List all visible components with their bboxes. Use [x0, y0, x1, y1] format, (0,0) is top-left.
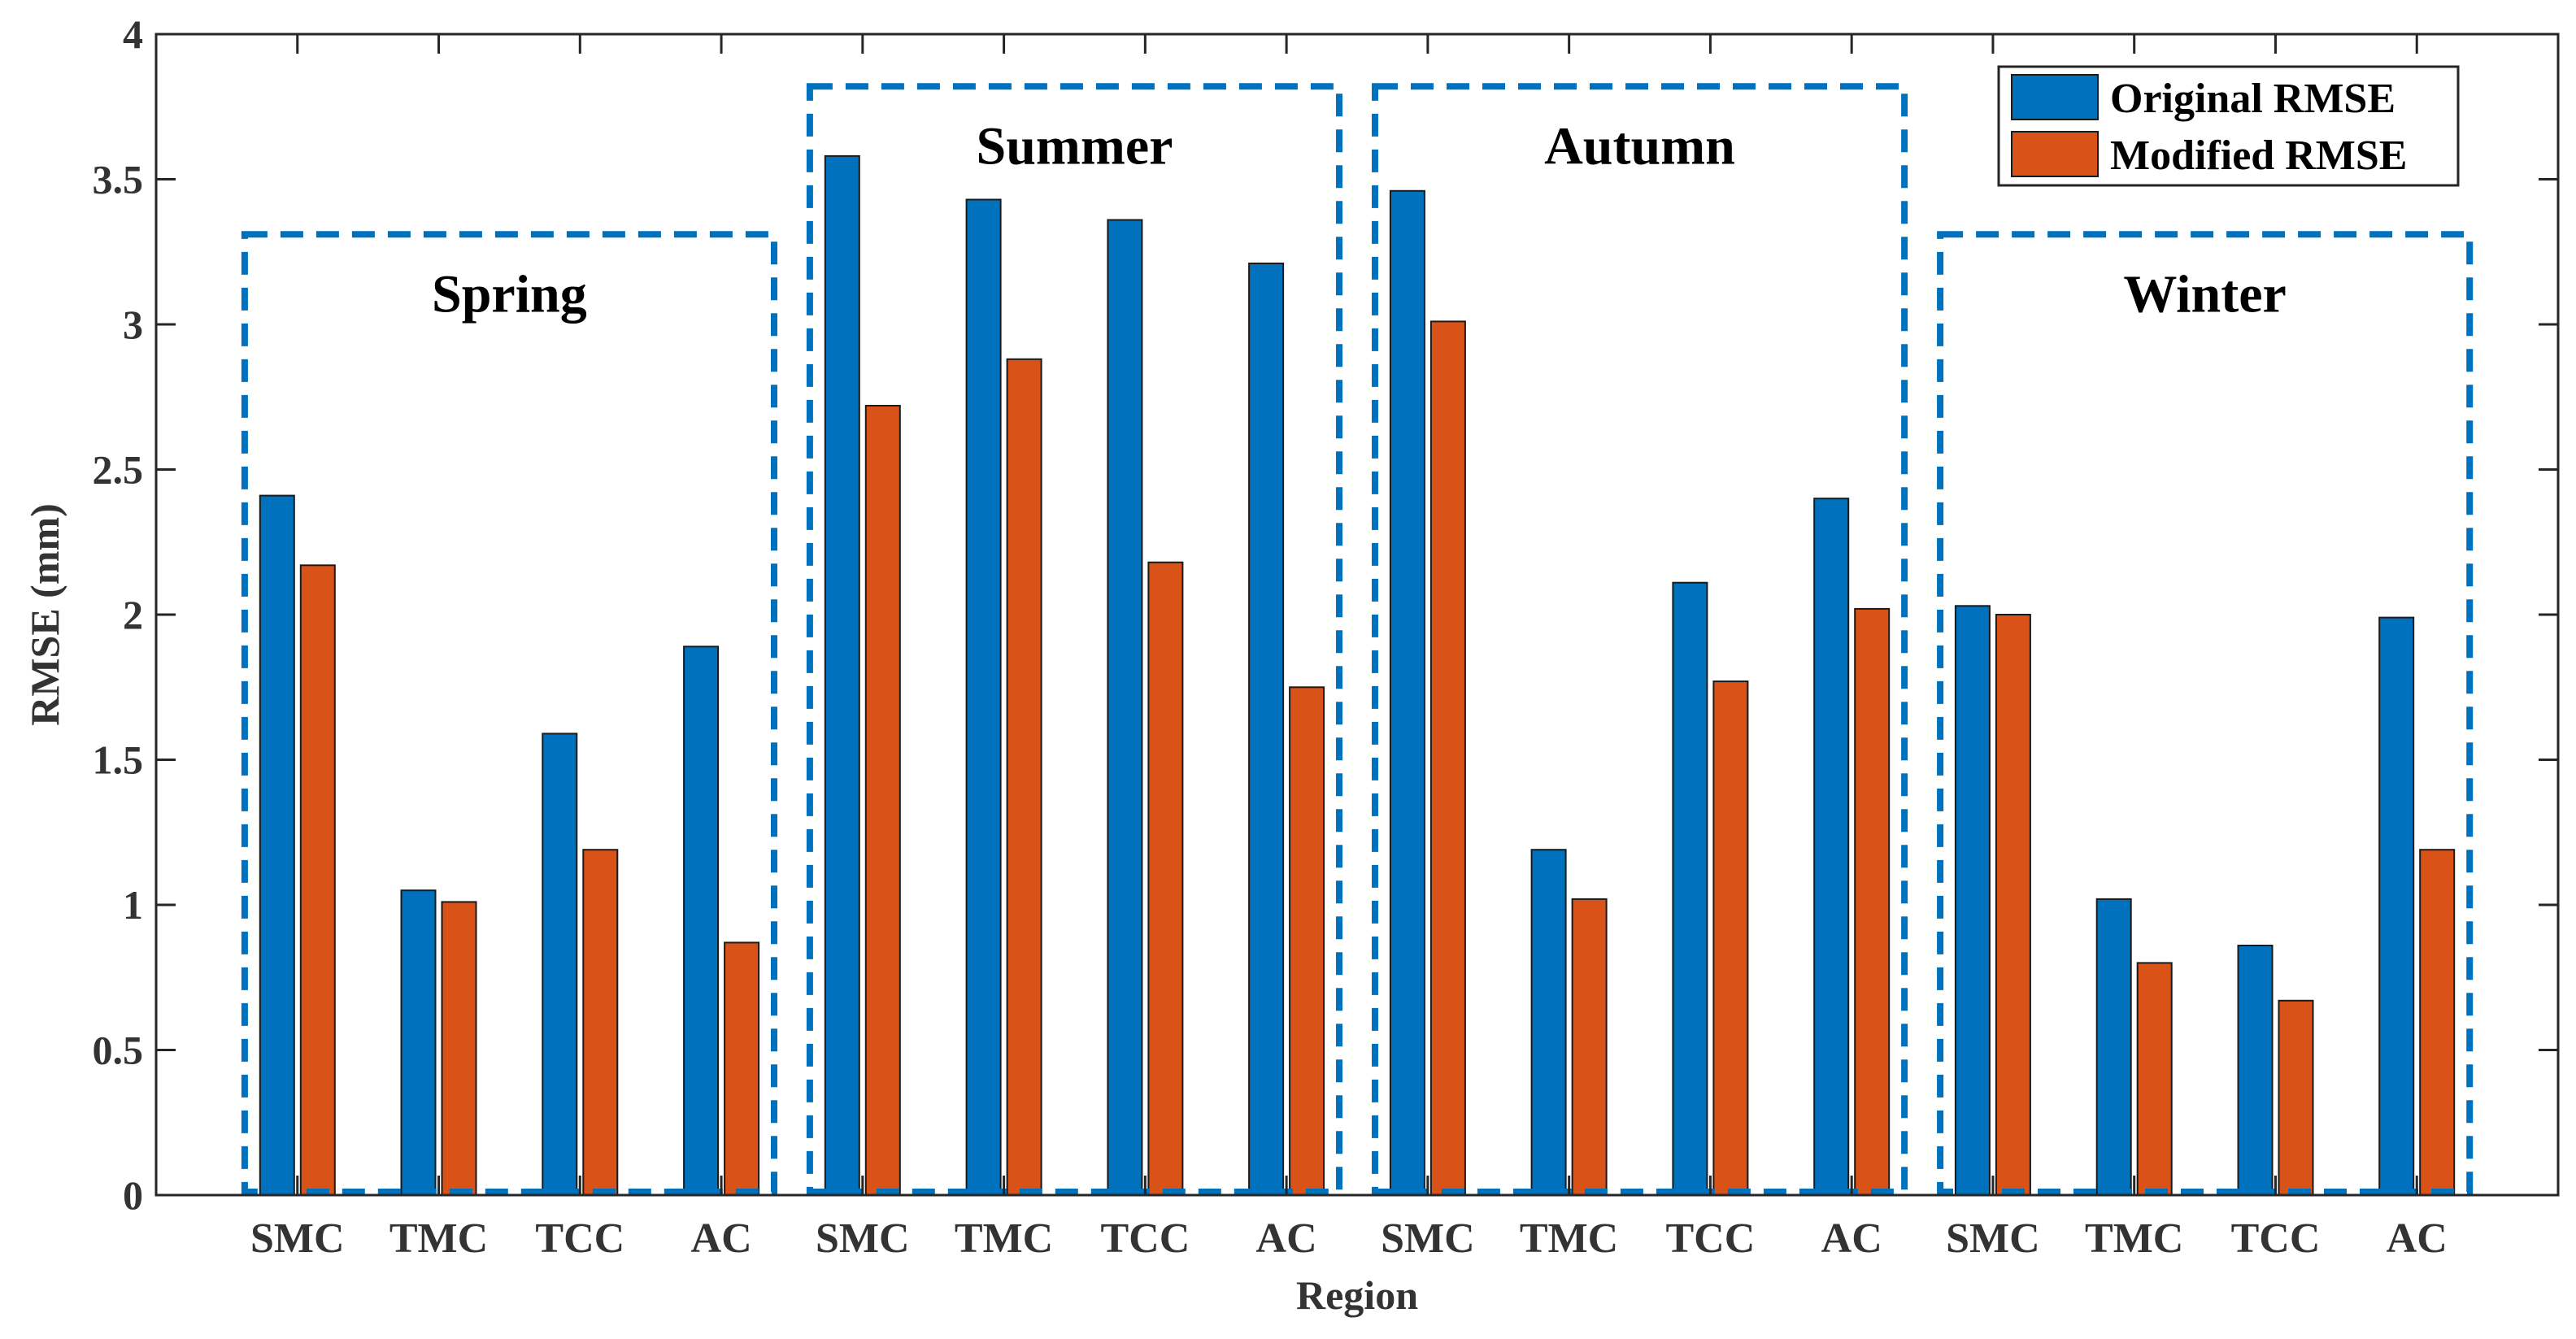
bar-original-tcc-7 — [1107, 219, 1143, 1196]
season-label-autumn: Autumn — [1544, 116, 1735, 176]
y-tick-label: 0.5 — [93, 1028, 144, 1073]
bar-modified-tmc-6 — [1006, 358, 1042, 1196]
legend-swatch-modified — [2011, 131, 2099, 177]
y-tick-label: 1.5 — [93, 737, 144, 783]
legend-label-modified: Modified RMSE — [2110, 133, 2407, 179]
bar-original-ac-12 — [1813, 498, 1850, 1196]
season-label-summer: Summer — [977, 116, 1173, 176]
x-tick-label-ac: AC — [1256, 1215, 1317, 1262]
season-box-autumn — [1372, 83, 1908, 1195]
x-tick-label-smc: SMC — [1381, 1215, 1475, 1262]
bar-original-tmc-10 — [1530, 849, 1567, 1196]
bar-modified-tcc-3 — [582, 849, 619, 1196]
bar-modified-smc-9 — [1429, 320, 1466, 1196]
x-tick-label-tmc: TMC — [389, 1215, 488, 1262]
bar-original-smc-5 — [824, 154, 860, 1196]
x-tick-label-tmc: TMC — [955, 1215, 1053, 1262]
bar-modified-ac-8 — [1289, 686, 1325, 1197]
season-box-winter — [1937, 231, 2474, 1195]
y-tick-label: 2 — [123, 592, 143, 637]
x-tick-label-smc: SMC — [816, 1215, 910, 1262]
bar-modified-tmc-14 — [2136, 962, 2173, 1197]
x-tick-label-tcc: TCC — [1101, 1215, 1190, 1262]
bar-original-ac-4 — [683, 646, 720, 1196]
legend-label-original: Original RMSE — [2110, 76, 2395, 122]
bar-modified-smc-1 — [299, 564, 336, 1196]
x-tick-label-tcc: TCC — [1666, 1215, 1756, 1262]
plot-area — [156, 34, 2558, 1195]
bar-modified-tmc-10 — [1571, 898, 1608, 1197]
bar-modified-ac-16 — [2419, 849, 2456, 1196]
x-tick-label-ac: AC — [691, 1215, 752, 1262]
y-tick-label: 3 — [123, 302, 143, 347]
bar-modified-ac-12 — [1854, 607, 1891, 1196]
bar-original-tmc-2 — [400, 889, 437, 1196]
bar-original-ac-16 — [2378, 616, 2415, 1196]
bar-original-tcc-3 — [542, 733, 578, 1196]
bar-modified-tcc-15 — [2278, 999, 2314, 1197]
x-tick-label-tmc: TMC — [1520, 1215, 1618, 1262]
y-axis-title: RMSE (mm) — [22, 503, 67, 726]
x-tick-label-tcc: TCC — [2231, 1215, 2321, 1262]
season-boxes-layer: Spring Summer Autumn Winter — [241, 83, 2474, 1195]
bar-modified-smc-13 — [1995, 614, 2031, 1196]
bar-modified-tcc-11 — [1712, 680, 1749, 1196]
y-tick-label: 3.5 — [93, 157, 144, 202]
y-tick-label: 2.5 — [93, 447, 144, 493]
season-box-summer — [806, 83, 1342, 1195]
y-tick-label: 0 — [123, 1172, 143, 1218]
bar-modified-tmc-2 — [441, 901, 477, 1197]
bar-modified-ac-4 — [724, 941, 760, 1197]
legend: Original RMSE Modified RMSE — [1997, 65, 2460, 187]
bar-original-ac-8 — [1248, 263, 1285, 1196]
legend-swatch-original — [2011, 74, 2099, 120]
x-tick-label-smc: SMC — [1946, 1215, 2040, 1262]
bar-original-tcc-11 — [1672, 581, 1708, 1196]
bar-original-tmc-6 — [965, 198, 1002, 1196]
season-label-winter: Winter — [2123, 264, 2286, 324]
bar-original-smc-13 — [1954, 605, 1991, 1196]
x-axis-title: Region — [1296, 1272, 1418, 1318]
season-box-spring — [241, 231, 777, 1195]
bar-modified-tcc-7 — [1147, 561, 1184, 1196]
x-tick-label-tmc: TMC — [2085, 1215, 2183, 1262]
x-tick-label-ac: AC — [2387, 1215, 2448, 1262]
bar-modified-smc-5 — [864, 405, 901, 1196]
y-tick-label: 1 — [123, 882, 143, 928]
bar-original-smc-9 — [1389, 189, 1425, 1196]
y-tick-label: 4 — [123, 11, 143, 57]
season-label-spring: Spring — [432, 264, 587, 324]
bar-original-tcc-15 — [2237, 945, 2274, 1196]
axes-layer: 0 0.5 1 1.5 2 2.5 3 3.5 4 SMC TMC TCC AC SMC TMC TCC AC S… — [93, 11, 2560, 1262]
x-tick-label-smc: SMC — [250, 1215, 345, 1262]
x-tick-label-tcc: TCC — [535, 1215, 624, 1262]
bars-layer — [259, 154, 2456, 1197]
bar-original-tmc-14 — [2095, 898, 2132, 1197]
bar-original-smc-1 — [259, 494, 295, 1196]
x-tick-label-ac: AC — [1821, 1215, 1882, 1262]
